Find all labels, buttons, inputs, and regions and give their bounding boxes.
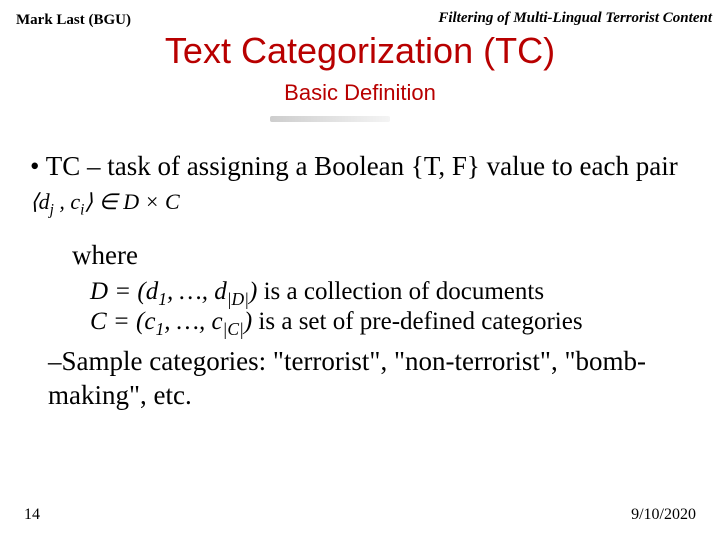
definition-c: C = (c1, …, c|C|) is a set of pre-define… <box>90 308 710 340</box>
def-c-rhs: is a set of pre-defined categories <box>252 308 582 335</box>
slide-title: Text Categorization (TC) <box>0 30 720 72</box>
def-c-mid: , …, c <box>164 308 222 335</box>
bullet-definition: • TC – task of assigning a Boolean {T, F… <box>30 150 700 219</box>
header-topic: Filtering of Multi-Lingual Terrorist Con… <box>438 10 712 27</box>
header-author: Mark Last (BGU) <box>16 12 131 29</box>
def-d-sub1: 1 <box>158 289 167 309</box>
math-pair-expression: ⟨dj , ci⟩ ∈ D × C <box>30 189 180 214</box>
slide-subtitle: Basic Definition <box>0 80 720 106</box>
slide-date: 9/10/2020 <box>631 506 696 524</box>
bullet-text: • TC – task of assigning a Boolean {T, F… <box>30 151 678 181</box>
def-c-sub2: |C| <box>223 319 244 339</box>
def-c-sub1: 1 <box>155 319 164 339</box>
def-c-lhs: C = (c <box>90 308 155 335</box>
def-d-sub2: |D| <box>227 289 249 309</box>
sample-categories: –Sample categories: "terrorist", "non-te… <box>48 345 700 413</box>
definition-d: D = (d1, …, d|D|) is a collection of doc… <box>90 278 710 310</box>
where-label: where <box>72 240 138 271</box>
def-d-lhs: D = (d <box>90 278 158 305</box>
page-number: 14 <box>24 506 40 524</box>
subtitle-underline <box>270 116 390 122</box>
def-d-rhs: is a collection of documents <box>257 278 544 305</box>
def-d-mid: , …, d <box>167 278 227 305</box>
